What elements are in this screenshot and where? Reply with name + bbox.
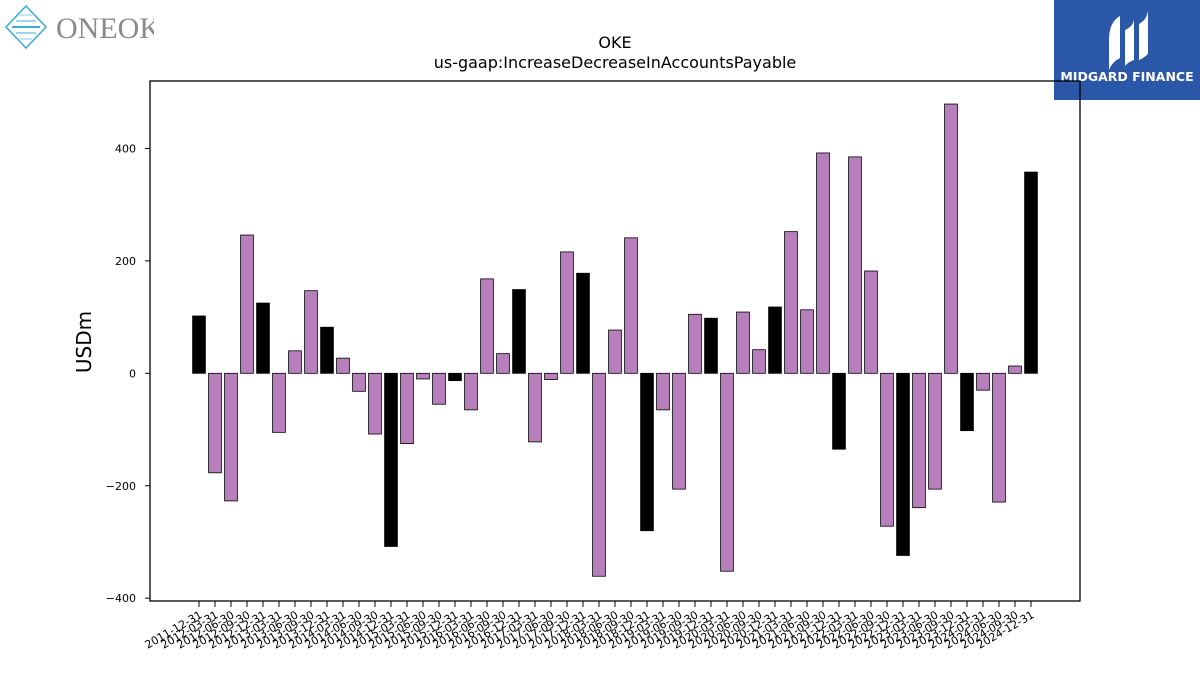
bar-2022-06-30 bbox=[864, 270, 878, 374]
chart-subtitle: us-gaap:IncreaseDecreaseInAccountsPayabl… bbox=[434, 53, 797, 72]
bar-2020-06-30 bbox=[736, 311, 750, 374]
bars-group bbox=[192, 103, 1038, 577]
bar-2015-06-30 bbox=[416, 372, 430, 380]
bar-2022-03-31 bbox=[848, 156, 862, 374]
midgard-logo-text: MIDGARD FINANCE bbox=[1060, 69, 1193, 84]
bar-2017-09-30 bbox=[560, 251, 574, 374]
bar-2013-09-30 bbox=[304, 290, 318, 374]
y-tick-label: 200 bbox=[115, 255, 136, 268]
bar-2024-09-30 bbox=[1008, 365, 1022, 374]
y-axis-label: USDm bbox=[72, 311, 96, 373]
bar-2020-03-31 bbox=[720, 372, 734, 572]
oneok-logo: ONEOK bbox=[4, 4, 154, 50]
bar-2019-09-30 bbox=[688, 313, 702, 374]
y-tick-label: −200 bbox=[106, 480, 136, 493]
bar-2011-12-31 bbox=[192, 315, 206, 374]
bar-2014-12-31 bbox=[384, 372, 398, 547]
y-ticks-group: −400 −200 0 200 400 bbox=[106, 142, 150, 605]
bar-2012-12-31 bbox=[256, 302, 270, 374]
bar-2023-12-31 bbox=[960, 372, 974, 432]
bar-2023-03-31 bbox=[912, 372, 926, 509]
bar-2024-12-31 bbox=[1024, 171, 1038, 374]
bar-2022-12-31 bbox=[896, 372, 910, 556]
bar-2013-03-31 bbox=[272, 372, 286, 433]
bar-2016-03-31 bbox=[464, 372, 478, 411]
plot-frame bbox=[149, 80, 1081, 602]
x-ticks-group: 2011-12-312012-03-312012-06-302012-09-30… bbox=[143, 601, 1037, 652]
bar-2016-09-30 bbox=[496, 353, 510, 374]
bar-2021-06-30 bbox=[800, 309, 814, 374]
diamond-icon bbox=[4, 4, 48, 50]
bar-2020-09-30 bbox=[752, 349, 766, 374]
bar-2023-06-30 bbox=[928, 372, 942, 490]
bar-2013-06-30 bbox=[288, 350, 302, 374]
bar-2013-12-31 bbox=[320, 326, 334, 374]
bar-2022-09-30 bbox=[880, 372, 894, 527]
bar-2021-03-31 bbox=[784, 231, 798, 374]
bar-2012-03-31 bbox=[208, 372, 222, 474]
bar-2014-09-30 bbox=[368, 372, 382, 435]
bar-2015-03-31 bbox=[400, 372, 414, 444]
y-tick-label: −400 bbox=[106, 592, 136, 605]
bar-2024-06-30 bbox=[992, 372, 1006, 503]
bar-2016-12-31 bbox=[512, 289, 526, 374]
bar-2016-06-30 bbox=[480, 278, 494, 374]
bar-2019-06-30 bbox=[672, 372, 686, 490]
bar-2015-12-31 bbox=[448, 372, 462, 382]
bar-2012-09-30 bbox=[240, 234, 254, 374]
oneok-logo-text: ONEOK bbox=[56, 12, 154, 45]
chart-title: OKE bbox=[598, 33, 631, 52]
y-tick-label: 400 bbox=[115, 142, 136, 155]
bar-2018-09-30 bbox=[624, 237, 638, 374]
bar-2017-12-31 bbox=[576, 272, 590, 374]
bar-2019-03-31 bbox=[656, 372, 670, 411]
bar-2018-06-30 bbox=[608, 329, 622, 374]
bar-2014-06-30 bbox=[352, 372, 366, 392]
y-tick-label: 0 bbox=[129, 367, 136, 380]
bar-2012-06-30 bbox=[224, 372, 238, 502]
bar-2019-12-31 bbox=[704, 317, 718, 374]
bar-2017-06-30 bbox=[544, 372, 558, 380]
bar-2018-03-31 bbox=[592, 372, 606, 577]
bar-2018-12-31 bbox=[640, 372, 654, 532]
bar-2014-03-31 bbox=[336, 357, 350, 374]
bar-2021-12-31 bbox=[832, 372, 846, 450]
bar-2017-03-31 bbox=[528, 372, 542, 443]
bar-2024-03-31 bbox=[976, 372, 990, 391]
bar-2023-09-30 bbox=[944, 103, 958, 374]
midgard-finance-logo: MIDGARD FINANCE bbox=[1054, 0, 1200, 100]
bar-2021-09-30 bbox=[816, 152, 830, 374]
bar-2020-12-31 bbox=[768, 306, 782, 374]
midgard-mark-icon bbox=[1109, 10, 1148, 70]
bar-2015-09-30 bbox=[432, 372, 446, 405]
